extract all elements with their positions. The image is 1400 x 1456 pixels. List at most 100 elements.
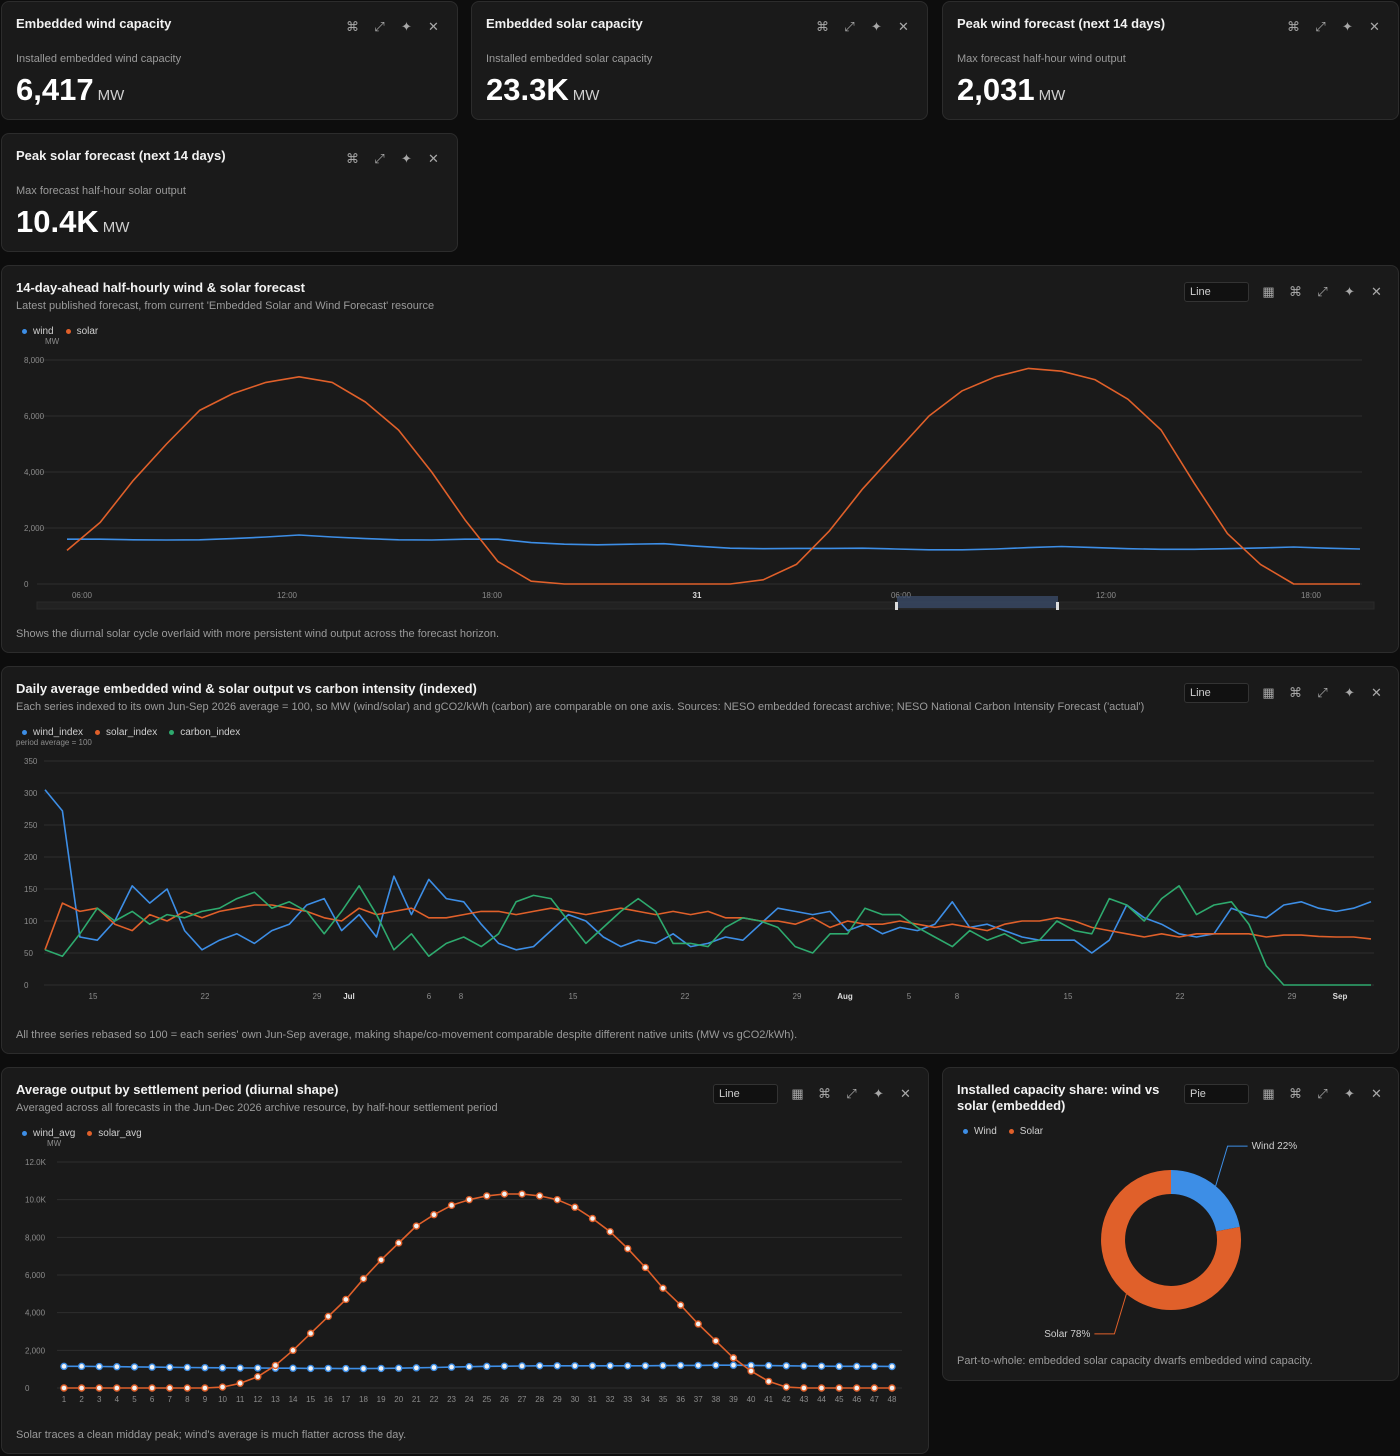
x-tick-label: 29 xyxy=(313,992,322,1001)
close-icon[interactable]: ✕ xyxy=(898,19,909,34)
chart-type-select[interactable]: Line xyxy=(1184,683,1249,703)
sparkle-icon[interactable]: ✦ xyxy=(1344,685,1355,700)
close-icon[interactable]: ✕ xyxy=(1371,1086,1382,1101)
close-icon[interactable]: ✕ xyxy=(900,1086,911,1101)
x-tick-label: 46 xyxy=(852,1395,861,1404)
chart-type-select[interactable]: Line xyxy=(713,1084,778,1104)
x-tick-label: 3 xyxy=(97,1395,102,1404)
x-tick-label: 23 xyxy=(447,1395,456,1404)
solar-avg-point xyxy=(377,1256,385,1264)
legend-item-solar[interactable]: Solar xyxy=(1008,1126,1043,1137)
zoom-slider-track xyxy=(36,601,1375,610)
sparkle-icon[interactable]: ✦ xyxy=(1344,284,1355,299)
wind-avg-point xyxy=(166,1363,174,1371)
command-icon[interactable]: ⌘ xyxy=(818,1086,831,1101)
sparkle-icon[interactable]: ✦ xyxy=(873,1086,884,1101)
expand-icon[interactable]: ⤢ xyxy=(1317,1086,1328,1101)
panel-subtitle: Averaged across all forecasts in the Jun… xyxy=(16,1102,498,1114)
wind-line xyxy=(67,534,1361,551)
legend-item-solar-avg[interactable]: solar_avg xyxy=(87,1128,142,1139)
solar-avg-point xyxy=(77,1384,86,1392)
x-tick-label: 17 xyxy=(341,1395,350,1404)
close-icon[interactable]: ✕ xyxy=(428,151,439,166)
panel-toolbar: Line ▦ ⌘ ⤢ ✦ ✕ xyxy=(1184,282,1390,302)
expand-icon[interactable]: ⤢ xyxy=(374,151,385,166)
wind-avg-point xyxy=(782,1362,790,1370)
y-tick-label: 0 xyxy=(25,1384,30,1393)
table-icon[interactable]: ▦ xyxy=(1262,685,1275,700)
sparkle-icon[interactable]: ✦ xyxy=(401,151,412,166)
panel-footer: Solar traces a clean midday peak; wind's… xyxy=(16,1429,407,1441)
x-tick-label: 45 xyxy=(835,1395,844,1404)
x-tick-label: 39 xyxy=(729,1395,738,1404)
chart-type-select[interactable]: Pie xyxy=(1184,1084,1249,1104)
solar-avg-point xyxy=(342,1295,350,1304)
table-icon[interactable]: ▦ xyxy=(791,1086,804,1101)
y-tick-label: 4,000 xyxy=(24,468,45,477)
x-tick-label: 35 xyxy=(659,1395,668,1404)
solar-avg-point xyxy=(271,1361,280,1370)
legend-item-solar-index[interactable]: solar_index xyxy=(95,727,157,738)
legend-item-solar[interactable]: solar xyxy=(65,326,98,337)
x-tick-label: 11 xyxy=(236,1395,245,1404)
expand-icon[interactable]: ⤢ xyxy=(844,19,855,34)
x-tick-label: 10 xyxy=(218,1395,227,1404)
expand-icon[interactable]: ⤢ xyxy=(374,19,385,34)
x-tick-label: 43 xyxy=(799,1395,808,1404)
legend-item-carbon-index[interactable]: carbon_index xyxy=(169,727,240,738)
sparkle-icon[interactable]: ✦ xyxy=(871,19,882,34)
y-tick-label: 350 xyxy=(24,757,38,766)
sparkle-icon[interactable]: ✦ xyxy=(1344,1086,1355,1101)
chart-legend: wind_avg solar_avg xyxy=(22,1128,154,1139)
wind-avg-point xyxy=(148,1363,156,1371)
solar-avg-line xyxy=(64,1193,892,1389)
y-axis-unit: MW xyxy=(47,1139,62,1148)
y-axis-unit: period average = 100 xyxy=(16,738,92,747)
kpi-card-wind-capacity: Embedded wind capacity ⌘ ⤢ ✦ ✕ Installed em… xyxy=(1,1,458,120)
legend-item-wind[interactable]: Wind xyxy=(963,1126,997,1137)
close-icon[interactable]: ✕ xyxy=(1371,284,1382,299)
sparkle-icon[interactable]: ✦ xyxy=(401,19,412,34)
close-icon[interactable]: ✕ xyxy=(1371,685,1382,700)
expand-icon[interactable]: ⤢ xyxy=(1317,685,1328,700)
x-tick-label: 15 xyxy=(306,1395,315,1404)
chart-type-select[interactable]: Line xyxy=(1184,282,1249,302)
command-icon[interactable]: ⌘ xyxy=(346,19,359,34)
solar-avg-point xyxy=(113,1384,121,1392)
expand-icon[interactable]: ⤢ xyxy=(1317,284,1328,299)
capacity-share-panel: Installed capacity share: wind vs solar … xyxy=(942,1067,1399,1381)
legend-item-wind-index[interactable]: wind_index xyxy=(22,727,83,738)
table-icon[interactable]: ▦ xyxy=(1262,284,1275,299)
wind-avg-point xyxy=(535,1362,544,1370)
close-icon[interactable]: ✕ xyxy=(428,19,439,34)
panel-title: Daily average embedded wind & solar outp… xyxy=(16,681,477,696)
command-icon[interactable]: ⌘ xyxy=(1287,19,1300,34)
table-icon[interactable]: ▦ xyxy=(1262,1086,1275,1101)
sparkle-icon[interactable]: ✦ xyxy=(1342,19,1353,34)
x-tick-label: 6 xyxy=(150,1395,155,1404)
y-tick-label: 0 xyxy=(24,580,29,589)
wind-avg-point xyxy=(465,1363,473,1371)
close-icon[interactable]: ✕ xyxy=(1369,19,1380,34)
command-icon[interactable]: ⌘ xyxy=(346,151,359,166)
expand-icon[interactable]: ⤢ xyxy=(1315,19,1326,34)
solar-avg-point xyxy=(130,1384,139,1392)
x-tick-label: 22 xyxy=(430,1395,439,1404)
expand-icon[interactable]: ⤢ xyxy=(846,1086,857,1101)
command-icon[interactable]: ⌘ xyxy=(1289,1086,1302,1101)
command-icon[interactable]: ⌘ xyxy=(1289,685,1302,700)
kpi-title: Peak wind forecast (next 14 days) xyxy=(957,16,1166,31)
legend-item-wind-avg[interactable]: wind_avg xyxy=(22,1128,75,1139)
pie-slice-wind xyxy=(1170,1170,1240,1232)
solar-avg-point xyxy=(782,1383,790,1391)
solar-avg-point xyxy=(465,1195,473,1204)
command-icon[interactable]: ⌘ xyxy=(1289,284,1302,299)
kpi-value: 2,031 MW xyxy=(957,72,1066,107)
solar-avg-point xyxy=(729,1354,738,1362)
command-icon[interactable]: ⌘ xyxy=(816,19,829,34)
legend-item-wind[interactable]: wind xyxy=(22,326,54,337)
x-tick-label: 21 xyxy=(412,1395,421,1404)
pie-label-line xyxy=(1215,1145,1248,1187)
panel-title: Installed capacity share: wind vs solar … xyxy=(957,1082,1160,1113)
